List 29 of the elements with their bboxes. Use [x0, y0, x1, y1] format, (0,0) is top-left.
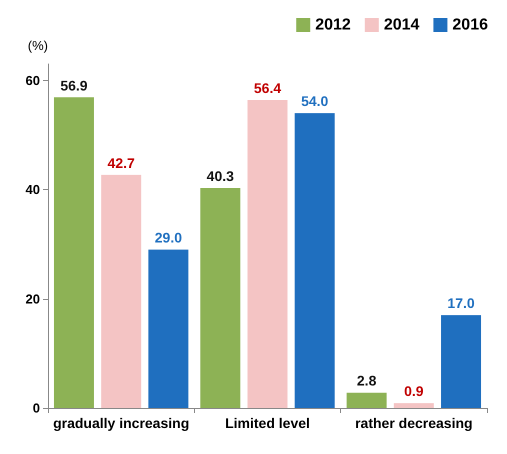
- data-label: 17.0: [447, 295, 475, 312]
- bar: [394, 403, 434, 408]
- x-tick-label: rather decreasing: [355, 415, 473, 431]
- legend-label: 2016: [452, 16, 488, 34]
- bar: [148, 250, 188, 408]
- y-tick-label: 0: [32, 400, 40, 416]
- bar: [54, 97, 94, 408]
- data-label: 42.7: [108, 154, 136, 171]
- y-tick-label: 60: [26, 72, 40, 88]
- data-label: 0.9: [404, 383, 424, 400]
- x-tick-label: gradually increasing: [53, 415, 190, 431]
- data-label: 54.0: [301, 93, 329, 110]
- y-axis-title: (%): [28, 38, 48, 53]
- data-label: 40.3: [206, 168, 234, 184]
- bar: [441, 315, 482, 408]
- bar: [248, 100, 288, 408]
- bar: [294, 113, 335, 408]
- data-label: 56.4: [254, 80, 282, 96]
- bar: [101, 174, 142, 408]
- y-tick-label: 20: [26, 291, 40, 306]
- legend-label: 2014: [384, 16, 420, 34]
- legend-label: 2012: [315, 16, 351, 34]
- data-label: 56.9: [60, 77, 88, 94]
- bar: [346, 392, 387, 408]
- x-tick-label: Limited level: [225, 415, 310, 431]
- y-tick-label: 40: [26, 182, 40, 198]
- bar: [200, 188, 240, 408]
- data-label: 2.8: [356, 372, 377, 389]
- data-label: 29.0: [154, 230, 182, 246]
